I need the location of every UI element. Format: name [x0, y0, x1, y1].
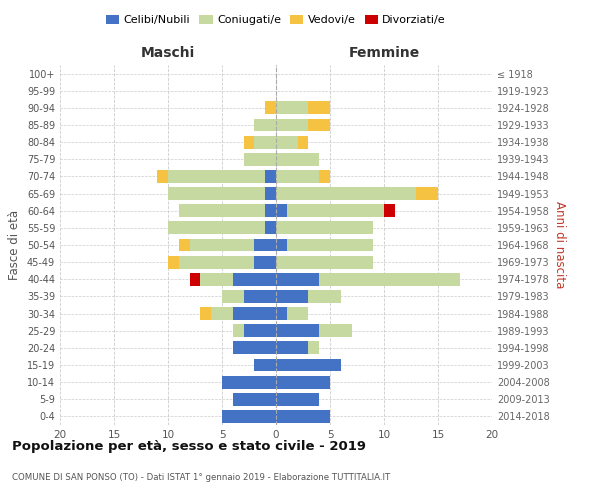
Bar	[168, 187, 265, 200]
Bar	[308, 102, 330, 114]
Bar	[276, 307, 287, 320]
Bar	[265, 170, 276, 183]
Bar	[222, 376, 276, 388]
Legend: Celibi/Nubili, Coniugati/e, Vedovi/e, Divorziati/e: Celibi/Nubili, Coniugati/e, Vedovi/e, Di…	[101, 10, 451, 30]
Bar	[244, 290, 276, 303]
Bar	[179, 256, 254, 268]
Bar	[265, 187, 276, 200]
Bar	[211, 307, 233, 320]
Bar	[287, 204, 384, 217]
Text: Maschi: Maschi	[141, 46, 195, 60]
Bar	[276, 324, 319, 337]
Bar	[308, 118, 330, 132]
Bar	[319, 170, 330, 183]
Bar	[276, 342, 308, 354]
Bar	[384, 204, 395, 217]
Bar	[308, 342, 319, 354]
Bar	[200, 273, 233, 285]
Bar	[233, 393, 276, 406]
Bar	[276, 393, 319, 406]
Bar	[276, 204, 287, 217]
Text: Femmine: Femmine	[349, 46, 419, 60]
Bar	[179, 204, 265, 217]
Bar	[276, 187, 416, 200]
Text: Popolazione per età, sesso e stato civile - 2019: Popolazione per età, sesso e stato civil…	[12, 440, 366, 453]
Bar	[265, 222, 276, 234]
Bar	[200, 307, 211, 320]
Bar	[179, 238, 190, 252]
Bar	[276, 410, 330, 423]
Bar	[276, 136, 298, 148]
Bar	[233, 307, 276, 320]
Bar	[276, 290, 308, 303]
Bar	[168, 222, 265, 234]
Bar	[276, 118, 308, 132]
Bar	[276, 102, 308, 114]
Bar	[244, 324, 276, 337]
Bar	[233, 342, 276, 354]
Bar	[319, 273, 460, 285]
Bar	[287, 238, 373, 252]
Bar	[265, 102, 276, 114]
Bar	[254, 118, 276, 132]
Y-axis label: Fasce di età: Fasce di età	[8, 210, 21, 280]
Bar	[254, 256, 276, 268]
Bar	[233, 324, 244, 337]
Bar	[254, 238, 276, 252]
Bar	[276, 238, 287, 252]
Bar	[190, 238, 254, 252]
Bar	[276, 376, 330, 388]
Bar	[319, 324, 352, 337]
Bar	[168, 170, 265, 183]
Bar	[276, 273, 319, 285]
Bar	[157, 170, 168, 183]
Bar	[298, 136, 308, 148]
Bar	[276, 170, 319, 183]
Bar	[276, 153, 319, 166]
Bar	[276, 256, 373, 268]
Bar	[308, 290, 341, 303]
Bar	[416, 187, 438, 200]
Bar	[276, 358, 341, 372]
Bar	[265, 204, 276, 217]
Bar	[244, 153, 276, 166]
Bar	[254, 136, 276, 148]
Bar	[190, 273, 200, 285]
Bar	[287, 307, 308, 320]
Bar	[222, 410, 276, 423]
Bar	[276, 222, 373, 234]
Bar	[254, 358, 276, 372]
Y-axis label: Anni di nascita: Anni di nascita	[553, 202, 566, 288]
Bar	[233, 273, 276, 285]
Text: COMUNE DI SAN PONSO (TO) - Dati ISTAT 1° gennaio 2019 - Elaborazione TUTTITALIA.: COMUNE DI SAN PONSO (TO) - Dati ISTAT 1°…	[12, 473, 390, 482]
Bar	[168, 256, 179, 268]
Bar	[244, 136, 254, 148]
Bar	[222, 290, 244, 303]
